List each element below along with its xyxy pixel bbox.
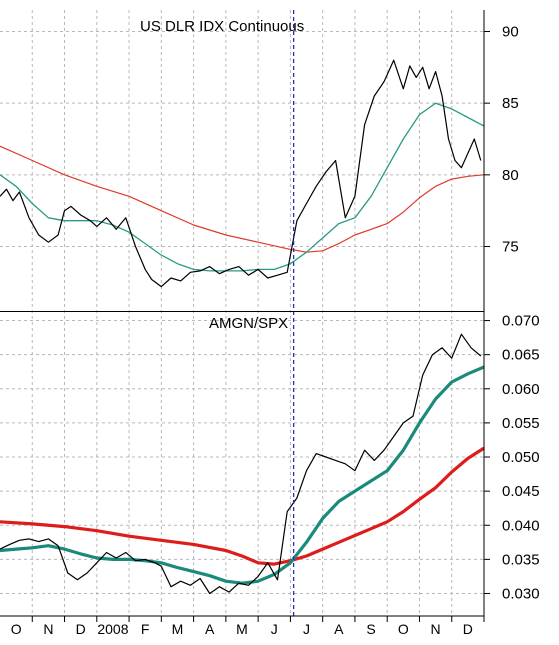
y-tick-label: 0.055 — [502, 415, 540, 432]
grid-layer — [0, 10, 490, 622]
x-tick-label: N — [43, 621, 53, 637]
x-tick-label: J — [271, 621, 278, 637]
x-tick-label: A — [205, 621, 215, 637]
y-tick-label: 0.060 — [502, 381, 540, 398]
y-tick-label: 85 — [502, 95, 519, 112]
amgn-spx-price-line — [0, 333, 482, 595]
y-tick-label: 0.050 — [502, 449, 540, 466]
x-tick-label: 2008 — [97, 621, 128, 637]
x-tick-label: F — [141, 621, 150, 637]
top-panel-title: US DLR IDX Continuous — [140, 18, 304, 35]
y-tick-label: 0.035 — [502, 551, 540, 568]
frame-layer — [0, 10, 485, 617]
y-tick-label: 0.070 — [502, 313, 540, 330]
x-tick-label: D — [463, 621, 473, 637]
usd-index-ma-short-line — [0, 102, 485, 272]
y-tick-label: 0.045 — [502, 483, 540, 500]
bottom-panel-title: AMGN/SPX — [209, 315, 288, 332]
x-tick-label: O — [11, 621, 22, 637]
x-tick-label: A — [334, 621, 344, 637]
usd-index-price-line — [0, 59, 482, 288]
y-tick-label: 80 — [502, 167, 519, 184]
y-tick-label: 0.040 — [502, 517, 540, 534]
amgn-spx-ma-short-line — [0, 365, 485, 585]
x-tick-label: D — [76, 621, 86, 637]
y-tick-label: 0.065 — [502, 347, 540, 364]
x-tick-label: S — [366, 621, 375, 637]
x-tick-label: N — [431, 621, 441, 637]
y-tick-label: 0.030 — [502, 585, 540, 602]
y-tick-label: 75 — [502, 239, 519, 256]
x-tick-label: M — [236, 621, 248, 637]
series-layer — [0, 10, 485, 616]
usd-index-ma-long-line — [0, 145, 485, 253]
y-tick-label: 90 — [502, 24, 519, 41]
x-tick-label: J — [303, 621, 310, 637]
label-layer: US DLR IDX Continuous AMGN/SPX O N D 2008 F M… — [11, 18, 540, 637]
amgn-spx-ma-long-line — [0, 446, 485, 566]
x-tick-label: M — [172, 621, 184, 637]
x-tick-label: O — [398, 621, 409, 637]
